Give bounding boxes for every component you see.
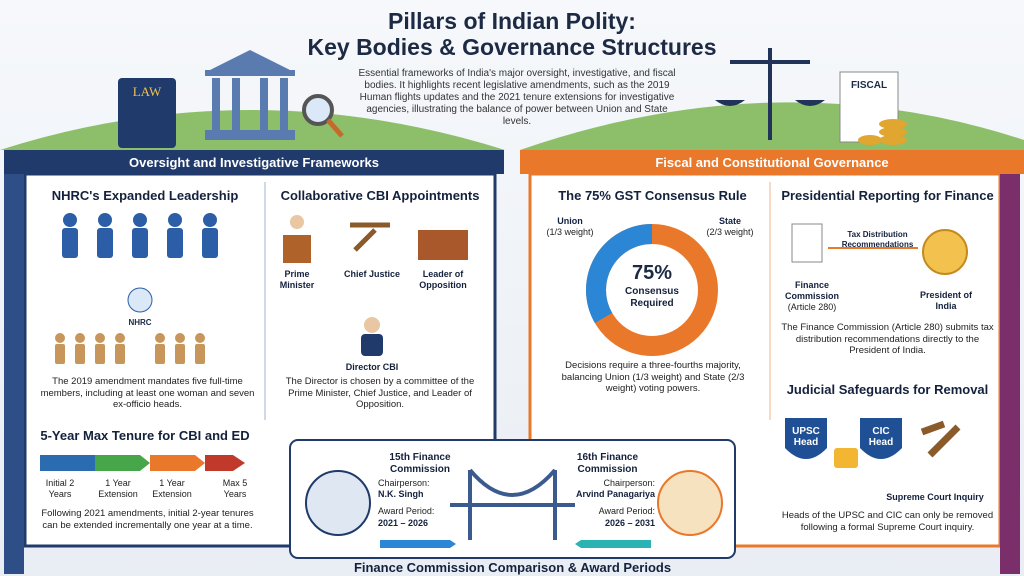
nhrc-text: The 2019 amendment mandates five full-ti… [40,376,255,410]
section-title: NHRC's Expanded Leadership [51,188,239,203]
commission-name: 16th Finance Commission [576,452,639,475]
state-weight: (2/3 weight) [706,227,754,237]
scale-pans [715,100,825,106]
cbi-text: The Director is chosen by a committee of… [285,376,475,410]
right-banner-bg [520,150,1024,174]
step: Max 5 Years [222,478,248,499]
finance-panel [289,439,736,559]
section-title: Judicial Safeguards for Removal [786,382,989,397]
chair-label: Chairperson: [603,478,655,488]
step: 1 Year Extension [152,478,192,499]
shield-label: UPSC Head [792,426,820,448]
section-title: 5-Year Max Tenure for CBI and ED [40,428,250,443]
pillar [4,174,24,574]
section-title: The 75% GST Consensus Rule [558,188,747,203]
period-label: Award Period: [598,506,655,516]
period-arrow [380,540,456,548]
pillar [1000,174,1020,574]
role: Prime Minister [279,269,315,290]
step: Initial 2 Years [45,478,75,499]
court-building [205,50,295,140]
arrow-segment [95,455,150,471]
step: 1 Year Extension [98,478,138,499]
chair-label: Chairperson: [378,478,430,488]
nhrc-emblem [127,287,153,313]
intro: Essential frameworks of India's major ov… [358,68,676,127]
fiscal-label: FISCAL [850,80,888,91]
period: 2021 – 2026 [378,518,429,528]
ex-officio-heads [55,333,205,364]
director-icon [364,317,380,333]
pct: 75% [631,262,673,284]
magnifier [302,94,334,126]
shield [860,418,902,459]
shield-label: CIC Head [868,426,894,448]
magnifier-handle [326,118,344,138]
role: Leader of Opposition [419,269,467,290]
director: Director CBI [345,362,399,372]
period-label: Award Period: [378,506,435,516]
coins [858,119,907,145]
consensus: Consensus Required [625,286,679,309]
gst-text: Decisions require a three-fourths majori… [561,360,745,394]
chair: N.K. Singh [378,489,424,499]
law-book [118,78,176,148]
article: (Article 280) [787,302,837,312]
judicial-text: Heads of the UPSC and CIC can only be re… [781,510,994,533]
left-banner-bg [4,150,504,174]
chair: Arvind Panagariya [575,489,655,499]
banner: Fiscal and Constitutional Governance [655,155,889,170]
flow-label: Tax Distribution Recommendations [841,230,914,249]
law-label: LAW [132,84,162,99]
lock [834,448,858,468]
tenure-text: Following 2021 amendments, initial 2-yea… [41,508,254,531]
nhrc-members [62,213,218,258]
donut-union [586,224,653,323]
presidential-text: The Finance Commission (Article 280) sub… [781,322,994,356]
pm-icon [290,215,304,229]
section-title: Presidential Reporting for Finance [781,188,994,203]
gavel [350,222,390,252]
arrow-segment [40,455,95,471]
section-title: Collaborative CBI Appointments [280,188,480,203]
emblem [922,229,968,275]
document [791,223,823,263]
state: State [718,216,741,226]
gavel [920,420,961,458]
banner: Oversight and Investigative Frameworks [129,155,379,170]
emblem-label: NHRC [128,318,152,327]
court: Supreme Court Inquiry [886,492,984,502]
commission: Finance Commission [784,280,839,301]
bench [418,230,468,260]
union-weight: (1/3 weight) [546,227,594,237]
portrait [657,470,723,536]
arrow-segment [205,455,245,471]
podium [283,235,311,263]
period: 2026 – 2031 [604,518,655,528]
portrait [305,470,371,536]
director-body [361,334,383,356]
title: Pillars of Indian Polity: [388,8,636,34]
commission-name: 15th Finance Commission [389,452,451,475]
union: Union [557,216,583,226]
arrow-segment [150,455,205,471]
role: Chief Justice [343,269,401,279]
finance-title: Finance Commission Comparison & Award Pe… [353,560,672,575]
president: President of India [919,290,972,311]
period-arrow [575,540,651,548]
title: Key Bodies & Governance Structures [307,34,717,60]
bridge [450,468,575,540]
shield [785,418,827,459]
